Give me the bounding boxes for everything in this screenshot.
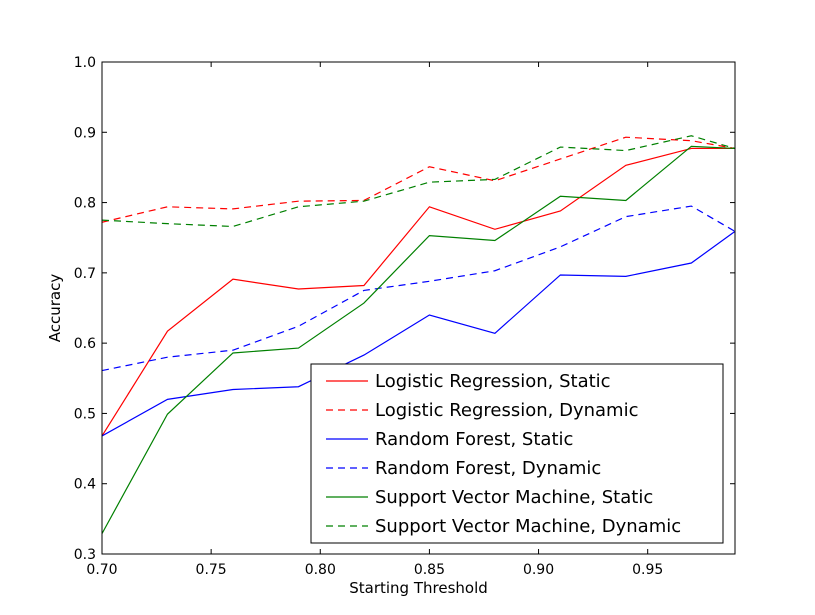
legend: Logistic Regression, Static Logistic Regr… — [310, 363, 724, 544]
legend-label-6: Support Vector Machine, Dynamic — [375, 516, 681, 537]
series-line-3 — [101, 230, 736, 437]
legend-label-1: Logistic Regression, Static — [375, 371, 611, 392]
legend-frame — [310, 363, 724, 544]
x-axis-label: Starting Threshold — [349, 579, 488, 597]
y-tick-label: 0.7 — [74, 266, 96, 282]
series-line-1 — [101, 147, 735, 437]
x-tick-label: 0.80 — [305, 562, 336, 578]
y-tick-label: 0.5 — [74, 406, 96, 422]
series-line-4 — [101, 205, 736, 372]
x-tick-label: 0.85 — [414, 562, 445, 578]
legend-label-3: Random Forest, Static — [375, 429, 573, 450]
x-tick-label: 0.95 — [632, 562, 663, 578]
series-line-6 — [101, 135, 736, 228]
x-tick-label: 0.90 — [523, 562, 554, 578]
x-tick-label: 0.70 — [86, 562, 117, 578]
legend-items: Logistic Regression, Static Logistic Regr… — [326, 371, 681, 537]
y-tick-label: 1.0 — [74, 55, 96, 71]
y-tick-label: 0.6 — [74, 336, 96, 352]
series-line-2 — [101, 136, 736, 223]
series-line-5 — [101, 145, 736, 534]
ticks-layer: 0.70 0.75 0.80 0.85 0.90 0.95 0.3 0.4 0.5 0.6 0.7 0… — [74, 55, 735, 578]
x-tick-label: 0.75 — [196, 562, 227, 578]
y-tick-label: 0.4 — [74, 477, 96, 493]
y-tick-label: 0.3 — [74, 547, 96, 563]
series-layer — [101, 135, 736, 534]
plot-frame — [101, 61, 736, 555]
legend-label-5: Support Vector Machine, Static — [375, 487, 653, 508]
y-tick-label: 0.8 — [74, 196, 96, 212]
y-tick-label: 0.9 — [74, 125, 96, 141]
legend-label-2: Logistic Regression, Dynamic — [375, 400, 639, 421]
legend-label-4: Random Forest, Dynamic — [375, 458, 601, 479]
y-axis-label: Accuracy — [46, 274, 64, 343]
